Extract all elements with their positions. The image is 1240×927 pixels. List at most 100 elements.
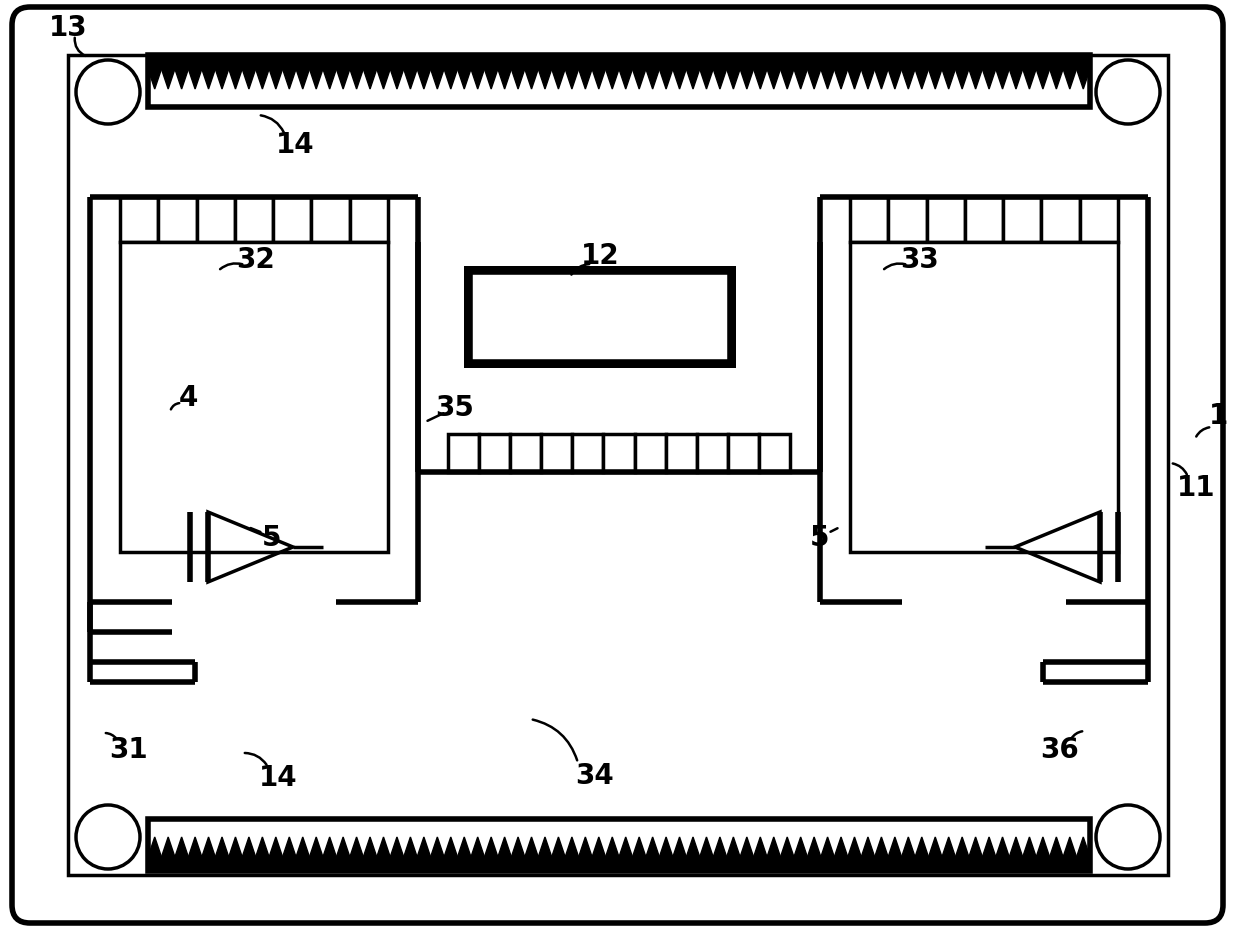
Text: 14: 14: [259, 763, 298, 791]
Polygon shape: [242, 837, 255, 857]
Polygon shape: [148, 837, 161, 857]
Polygon shape: [1076, 837, 1090, 857]
Polygon shape: [794, 837, 807, 857]
Polygon shape: [404, 837, 417, 857]
Polygon shape: [646, 70, 660, 90]
Polygon shape: [929, 837, 942, 857]
Polygon shape: [874, 70, 888, 90]
Bar: [470, 273, 730, 362]
Bar: [148, 56, 1090, 108]
Polygon shape: [216, 70, 228, 90]
Polygon shape: [404, 70, 417, 90]
Polygon shape: [888, 70, 901, 90]
Polygon shape: [471, 70, 485, 90]
Polygon shape: [660, 70, 673, 90]
Bar: [666, 435, 697, 473]
Polygon shape: [538, 837, 552, 857]
Bar: [926, 197, 965, 243]
Polygon shape: [485, 70, 498, 90]
Polygon shape: [336, 837, 350, 857]
Polygon shape: [888, 837, 901, 857]
Polygon shape: [363, 837, 377, 857]
Polygon shape: [255, 837, 269, 857]
Polygon shape: [835, 70, 848, 90]
Polygon shape: [686, 837, 699, 857]
Text: 5: 5: [810, 524, 830, 552]
Polygon shape: [780, 837, 794, 857]
Polygon shape: [807, 837, 821, 857]
Bar: [234, 197, 273, 243]
FancyBboxPatch shape: [12, 8, 1223, 923]
Bar: [542, 435, 573, 473]
Polygon shape: [982, 837, 996, 857]
Polygon shape: [269, 837, 283, 857]
Polygon shape: [391, 837, 404, 857]
Polygon shape: [444, 70, 458, 90]
Polygon shape: [673, 70, 686, 90]
Polygon shape: [148, 70, 161, 90]
Polygon shape: [754, 70, 768, 90]
Polygon shape: [673, 837, 686, 857]
Polygon shape: [296, 837, 310, 857]
Text: 13: 13: [48, 14, 87, 42]
Polygon shape: [228, 70, 242, 90]
Bar: [849, 243, 1118, 552]
Bar: [159, 197, 197, 243]
Polygon shape: [283, 837, 296, 857]
Bar: [197, 197, 234, 243]
Polygon shape: [605, 70, 619, 90]
Polygon shape: [727, 837, 740, 857]
Polygon shape: [485, 837, 498, 857]
Bar: [965, 197, 1003, 243]
Polygon shape: [768, 837, 780, 857]
Polygon shape: [269, 70, 283, 90]
Polygon shape: [377, 837, 391, 857]
Polygon shape: [565, 70, 579, 90]
Polygon shape: [632, 837, 646, 857]
Polygon shape: [458, 70, 471, 90]
Bar: [311, 197, 350, 243]
Bar: [448, 435, 479, 473]
Polygon shape: [579, 837, 591, 857]
Polygon shape: [322, 70, 336, 90]
Polygon shape: [377, 70, 391, 90]
Text: 34: 34: [575, 761, 614, 789]
Polygon shape: [579, 70, 591, 90]
Polygon shape: [417, 837, 430, 857]
Bar: [479, 435, 510, 473]
Polygon shape: [1063, 837, 1076, 857]
Polygon shape: [835, 837, 848, 857]
Polygon shape: [322, 837, 336, 857]
Bar: [759, 435, 790, 473]
Polygon shape: [660, 837, 673, 857]
Polygon shape: [996, 70, 1009, 90]
Polygon shape: [1049, 70, 1063, 90]
Polygon shape: [391, 70, 404, 90]
Polygon shape: [780, 70, 794, 90]
Text: 14: 14: [275, 131, 314, 159]
Bar: [148, 819, 1090, 871]
Polygon shape: [874, 837, 888, 857]
Polygon shape: [310, 70, 322, 90]
Polygon shape: [1049, 837, 1063, 857]
Polygon shape: [242, 70, 255, 90]
Polygon shape: [605, 837, 619, 857]
Polygon shape: [1009, 837, 1023, 857]
Polygon shape: [498, 70, 511, 90]
Bar: [728, 435, 759, 473]
Polygon shape: [901, 70, 915, 90]
Bar: [635, 435, 666, 473]
Polygon shape: [525, 70, 538, 90]
Polygon shape: [1037, 70, 1049, 90]
Polygon shape: [942, 837, 956, 857]
Text: 11: 11: [1177, 474, 1215, 502]
Polygon shape: [942, 70, 956, 90]
Polygon shape: [350, 70, 363, 90]
Text: 36: 36: [1040, 735, 1079, 763]
Bar: [1042, 197, 1080, 243]
Polygon shape: [768, 70, 780, 90]
Text: 1: 1: [1208, 401, 1228, 429]
Polygon shape: [430, 70, 444, 90]
Circle shape: [76, 61, 140, 125]
Bar: [510, 435, 542, 473]
